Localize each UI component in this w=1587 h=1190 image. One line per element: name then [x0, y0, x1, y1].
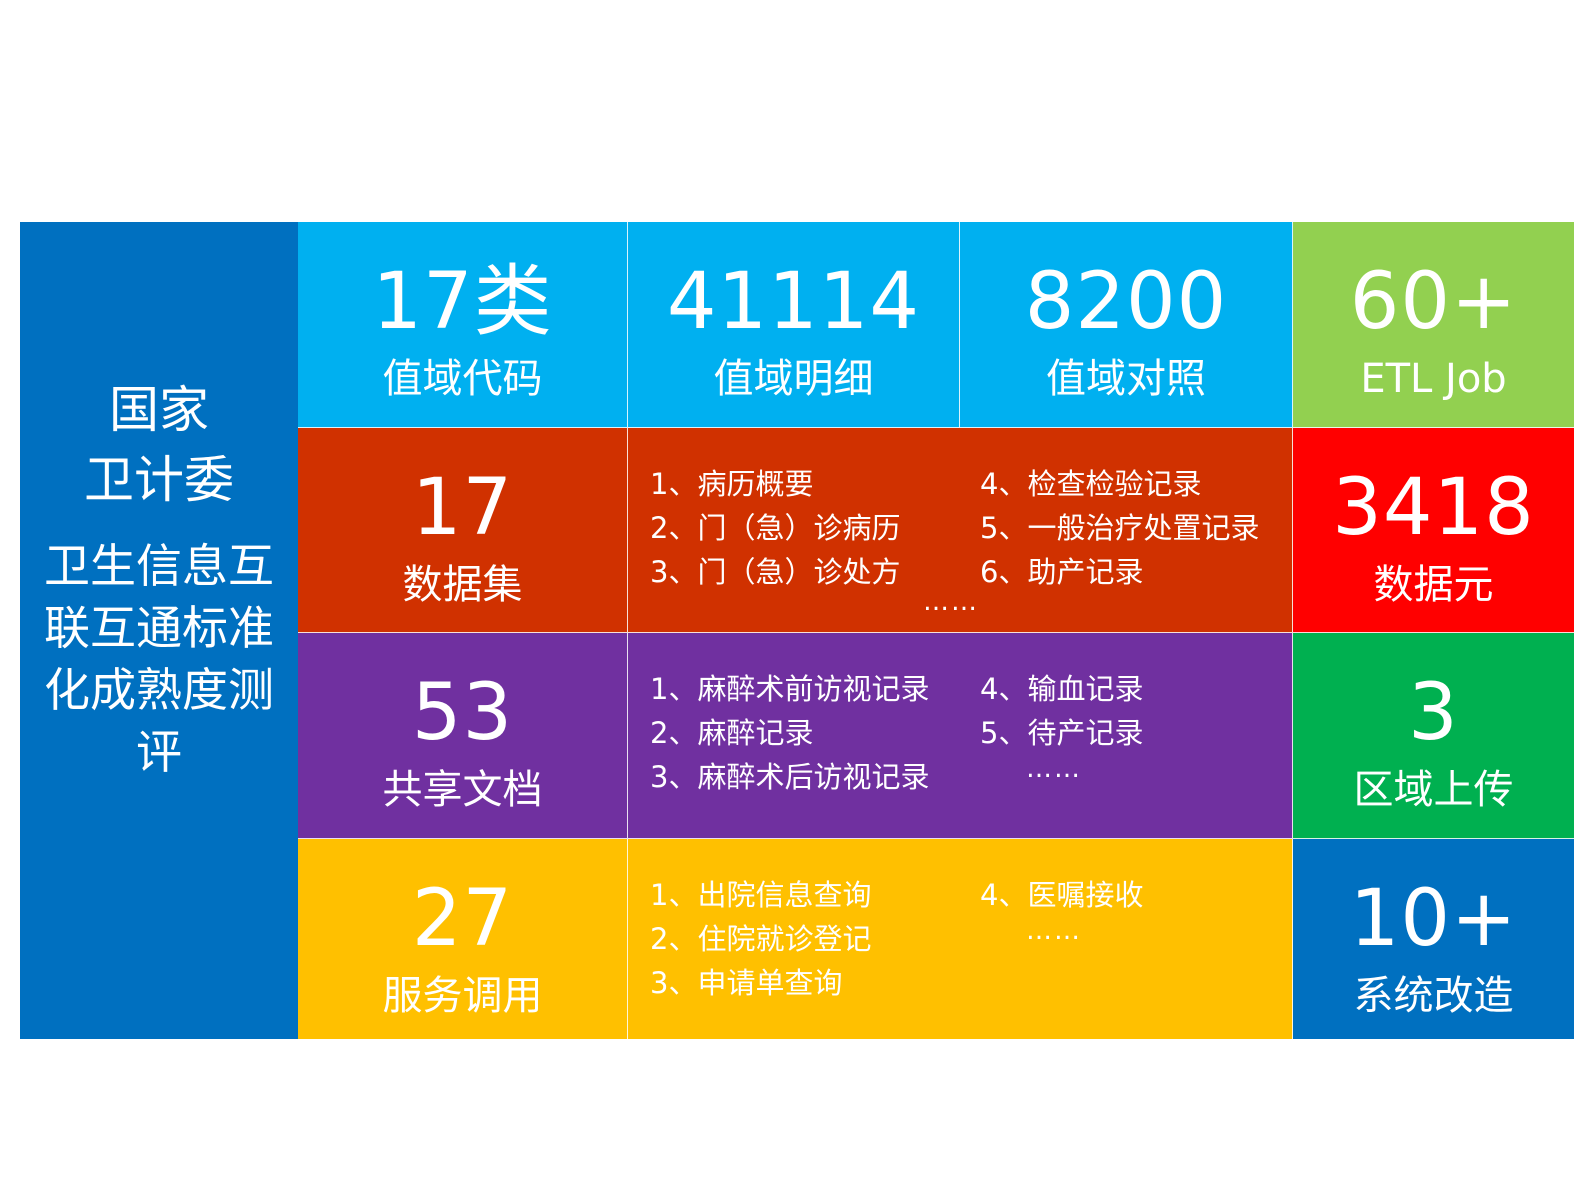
- value-mapping-count: 8200: [1024, 257, 1228, 347]
- regional-upload-count: 3: [1408, 668, 1459, 758]
- sidebar-subtitle: 卫生信息互联互通标准化成熟度测评: [44, 539, 274, 779]
- service-call-list-left: 1、出院信息查询 2、住院就诊登记 3、申请单查询: [650, 873, 871, 1005]
- data-element-label: 数据元: [1373, 562, 1494, 608]
- etl-job-tile: 60+ ETL Job: [1293, 222, 1574, 428]
- service-call-list-ellipsis: ……: [1026, 916, 1082, 946]
- value-details-tile: 41114 值域明细: [628, 222, 960, 428]
- value-mapping-label: 值域对照: [1046, 356, 1206, 402]
- system-upgrade-tile: 10+ 系统改造: [1293, 839, 1574, 1039]
- value-details-count: 41114: [666, 257, 921, 347]
- list-item: 2、住院就诊登记: [650, 922, 872, 956]
- value-details-label: 值域明细: [713, 356, 874, 402]
- data-element-tile: 3418 数据元: [1293, 428, 1574, 633]
- system-upgrade-label: 系统改造: [1353, 973, 1514, 1019]
- shared-docs-list: 1、麻醉术前访视记录 2、麻醉记录 3、麻醉术后访视记录 4、输血记录 5、待产…: [628, 633, 1293, 839]
- shared-docs-count: 53: [411, 668, 514, 758]
- sidebar-title: 国家 卫计委: [84, 375, 234, 515]
- list-item: 3、麻醉术后访视记录: [650, 760, 930, 794]
- shared-docs-list-ellipsis: ……: [1026, 754, 1082, 784]
- service-call-tile: 27 服务调用: [298, 839, 628, 1039]
- value-codes-count: 17类: [372, 257, 553, 347]
- sidebar-panel: 国家 卫计委 卫生信息互联互通标准化成熟度测评: [20, 222, 298, 1039]
- list-item: 4、输血记录: [980, 672, 1144, 706]
- regional-upload-tile: 3 区域上传: [1293, 633, 1574, 839]
- service-call-list-right: 4、医嘱接收: [980, 873, 1143, 917]
- list-item: 5、一般治疗处置记录: [980, 511, 1260, 545]
- regional-upload-label: 区域上传: [1353, 767, 1514, 813]
- value-codes-tile: 17类 值域代码: [298, 222, 628, 428]
- etl-job-label: ETL Job: [1360, 356, 1507, 402]
- shared-docs-list-left: 1、麻醉术前访视记录 2、麻醉记录 3、麻醉术后访视记录: [650, 667, 929, 799]
- data-element-count: 3418: [1332, 463, 1535, 553]
- list-item: 3、申请单查询: [650, 966, 843, 1000]
- dataset-list-right: 4、检查检验记录 5、一般治疗处置记录 6、助产记录: [980, 462, 1259, 594]
- list-item: 6、助产记录: [980, 555, 1144, 589]
- dataset-count: 17: [411, 463, 514, 553]
- service-call-count: 27: [411, 874, 514, 964]
- service-call-label: 服务调用: [382, 973, 543, 1019]
- dataset-list-left: 1、病历概要 2、门（急）诊病历 3、门（急）诊处方: [650, 462, 900, 594]
- list-item: 3、门（急）诊处方: [650, 555, 901, 589]
- dataset-label: 数据集: [402, 562, 523, 608]
- service-call-list: 1、出院信息查询 2、住院就诊登记 3、申请单查询 4、医嘱接收 ……: [628, 839, 1293, 1039]
- value-mapping-tile: 8200 值域对照: [960, 222, 1293, 428]
- list-item: 5、待产记录: [980, 716, 1144, 750]
- sidebar-title-line2: 卫计委: [84, 451, 234, 509]
- dataset-list: 1、病历概要 2、门（急）诊病历 3、门（急）诊处方 4、检查检验记录 5、一般…: [628, 428, 1293, 633]
- value-codes-label: 值域代码: [382, 356, 543, 402]
- list-item: 4、医嘱接收: [980, 878, 1144, 912]
- etl-job-count: 60+: [1349, 257, 1518, 347]
- list-item: 2、麻醉记录: [650, 716, 814, 750]
- system-upgrade-count: 10+: [1349, 874, 1518, 964]
- list-item: 1、出院信息查询: [650, 878, 872, 912]
- shared-docs-tile: 53 共享文档: [298, 633, 628, 839]
- shared-docs-list-right: 4、输血记录 5、待产记录: [980, 667, 1143, 755]
- list-item: 4、检查检验记录: [980, 467, 1202, 501]
- list-item: 1、麻醉术前访视记录: [650, 672, 930, 706]
- shared-docs-label: 共享文档: [382, 767, 543, 813]
- dataset-tile: 17 数据集: [298, 428, 628, 633]
- dataset-list-ellipsis: ……: [923, 587, 979, 617]
- sidebar-title-line1: 国家: [109, 381, 209, 439]
- list-item: 2、门（急）诊病历: [650, 511, 901, 545]
- list-item: 1、病历概要: [650, 467, 814, 501]
